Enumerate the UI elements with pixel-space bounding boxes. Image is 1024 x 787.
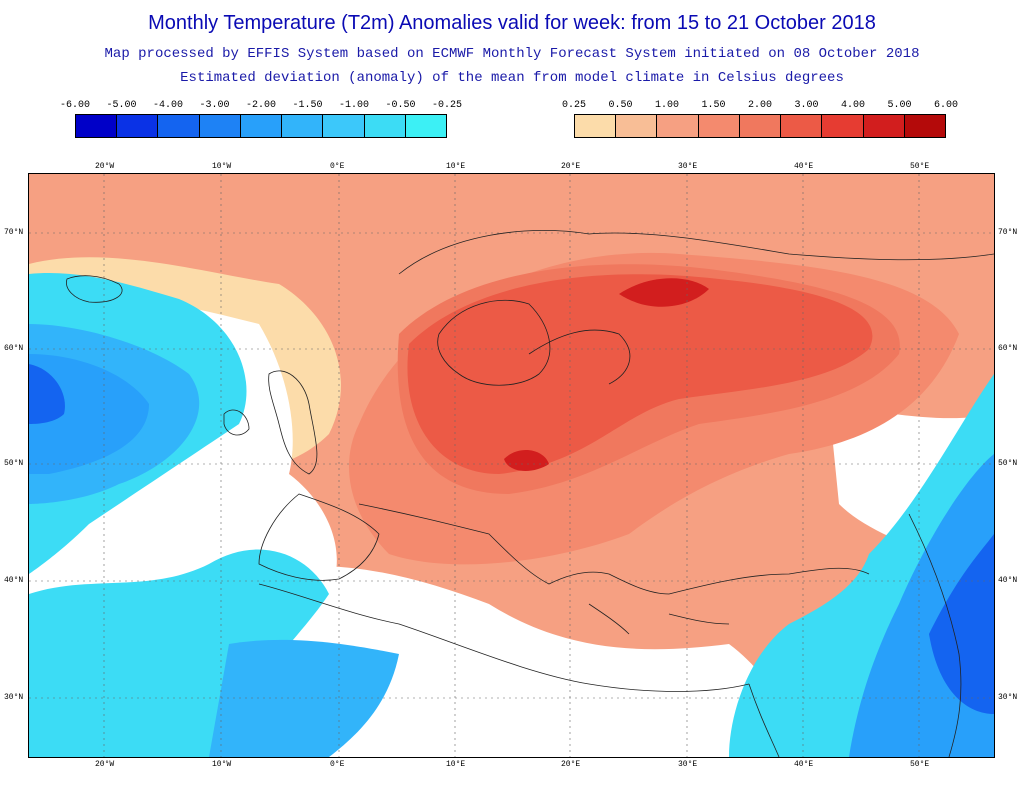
legend-cold-label: -0.25 <box>431 100 463 111</box>
map-axis-tick-label: 10°E <box>446 162 466 171</box>
legend-warm-swatches <box>574 114 946 138</box>
legend-warm-swatch <box>781 115 823 137</box>
anomaly-cold-atlantic-core <box>29 364 65 424</box>
legend-warm-swatch <box>616 115 658 137</box>
legend-warm-label: 6.00 <box>933 100 959 111</box>
map-axis-tick-label: 60°N <box>998 344 1018 353</box>
map-axis-tick-label: 20°W <box>95 760 115 769</box>
map-title: Monthly Temperature (T2m) Anomalies vali… <box>148 12 876 34</box>
legend-cold-swatch <box>240 115 283 137</box>
map-axis-tick-label: 30°N <box>4 693 24 702</box>
legend-warm-swatch <box>698 115 740 137</box>
legend-cold-label: -0.50 <box>385 100 416 111</box>
map-axis-tick-label: 10°W <box>212 162 232 171</box>
map-axis-tick-label: 30°N <box>998 693 1018 702</box>
map-axis-tick-label: 70°N <box>4 228 24 237</box>
legend-warm-label: 2.00 <box>747 100 773 111</box>
anomaly-cold-atlantic-strong <box>29 354 149 474</box>
legend-cold-label: -1.00 <box>338 100 370 111</box>
legend-cold-swatch <box>323 115 365 137</box>
coastlines <box>66 230 994 757</box>
legend-warm-label: 5.00 <box>887 100 912 111</box>
map-axis-tick-label: 50°N <box>998 459 1018 468</box>
anomaly-map-svg <box>29 174 994 757</box>
graticule <box>29 174 994 757</box>
legend-cold-labels: -6.00 -5.00 -4.00 -3.00 -2.00 -1.50 -1.00 -0.50… <box>60 100 462 114</box>
map-axis-tick-label: 70°N <box>998 228 1018 237</box>
map-axis-tick-label: 10°E <box>446 760 466 769</box>
legend-cold-swatches <box>75 114 447 138</box>
map-axis-tick-label: 40°E <box>794 760 814 769</box>
legend-warm-label: 3.00 <box>794 100 819 111</box>
anomaly-warm-band-3 <box>407 274 873 474</box>
anomaly-warm-core-north <box>619 278 709 307</box>
anomaly-map[interactable] <box>28 173 995 758</box>
map-axis-tick-label: 40°N <box>998 576 1018 585</box>
map-axis-tick-label: 60°N <box>4 344 24 353</box>
legend-cold-label: -5.00 <box>106 100 137 111</box>
map-axis-tick-label: 40°N <box>4 576 24 585</box>
legend-cold-scale: -6.00 -5.00 -4.00 -3.00 -2.00 -1.50 -1.00 -0.50… <box>60 100 462 138</box>
map-axis-tick-label: 10°W <box>212 760 232 769</box>
map-axis-tick-label: 50°E <box>910 760 930 769</box>
legend-cold-label: -2.00 <box>245 100 277 111</box>
legend-cold-swatch <box>117 115 159 137</box>
legend-warm-swatch <box>575 115 617 137</box>
map-axis-tick-label: 30°E <box>678 162 698 171</box>
map-subtitle-processing: Map processed by EFFIS System based on E… <box>104 46 920 62</box>
map-axis-tick-label: 20°E <box>561 760 581 769</box>
anomaly-cold-southwest-mid <box>209 639 399 757</box>
legend-warm-swatch <box>739 115 782 137</box>
map-axis-tick-label: 40°E <box>794 162 814 171</box>
legend-cold-swatch <box>158 115 200 137</box>
legend-warm-swatch <box>657 115 699 137</box>
legend-cold-swatch <box>364 115 406 137</box>
map-axis-tick-label: 50°E <box>910 162 930 171</box>
legend-warm-label: 1.00 <box>654 100 680 111</box>
legend-warm-label: 0.50 <box>608 100 633 111</box>
legend-cold-label: -6.00 <box>59 100 91 111</box>
legend-cold-swatch <box>405 115 446 137</box>
legend-cold-label: -4.00 <box>152 100 184 111</box>
legend-cold-label: -3.00 <box>199 100 230 111</box>
legend-warm-swatch <box>904 115 945 137</box>
legend-warm-scale: 0.25 0.50 1.00 1.50 2.00 3.00 4.00 5.00 6.00 <box>562 100 958 138</box>
map-axis-tick-label: 50°N <box>4 459 24 468</box>
legend-cold-label: -1.50 <box>292 100 323 111</box>
map-subtitle-description: Estimated deviation (anomaly) of the mea… <box>180 70 844 86</box>
legend-warm-swatch <box>863 115 905 137</box>
anomaly-warm-core-central <box>504 449 549 471</box>
legend-warm-label: 4.00 <box>840 100 866 111</box>
anomaly-cold-east-core <box>929 534 994 714</box>
map-axis-tick-label: 20°E <box>561 162 581 171</box>
legend-warm-label: 0.25 <box>561 100 587 111</box>
map-axis-tick-label: 30°E <box>678 760 698 769</box>
legend-cold-swatch <box>282 115 324 137</box>
legend-warm-swatch <box>822 115 864 137</box>
legend-warm-labels: 0.25 0.50 1.00 1.50 2.00 3.00 4.00 5.00 6.00 <box>562 100 958 114</box>
map-axis-tick-label: 0°E <box>330 760 345 769</box>
legend-cold-swatch <box>76 115 118 137</box>
map-axis-tick-label: 20°W <box>95 162 115 171</box>
map-axis-tick-label: 0°E <box>330 162 345 171</box>
legend-cold-swatch <box>199 115 241 137</box>
legend-warm-label: 1.50 <box>701 100 726 111</box>
